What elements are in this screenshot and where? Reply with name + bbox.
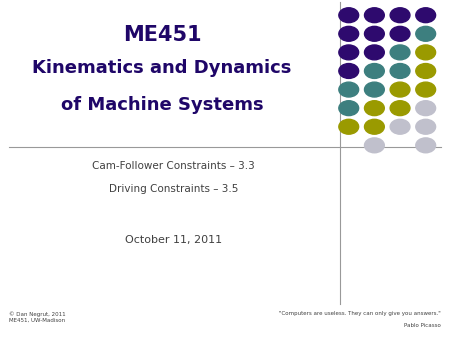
Circle shape bbox=[390, 64, 410, 78]
Circle shape bbox=[339, 119, 359, 134]
Circle shape bbox=[416, 82, 436, 97]
Circle shape bbox=[364, 8, 384, 23]
Circle shape bbox=[339, 8, 359, 23]
Circle shape bbox=[339, 101, 359, 116]
Circle shape bbox=[390, 8, 410, 23]
Circle shape bbox=[339, 82, 359, 97]
Circle shape bbox=[390, 45, 410, 60]
Circle shape bbox=[364, 26, 384, 41]
Circle shape bbox=[416, 45, 436, 60]
Text: Pablo Picasso: Pablo Picasso bbox=[404, 323, 441, 328]
Circle shape bbox=[416, 138, 436, 153]
Text: of Machine Systems: of Machine Systems bbox=[61, 96, 263, 114]
Circle shape bbox=[364, 82, 384, 97]
Text: October 11, 2011: October 11, 2011 bbox=[125, 235, 222, 245]
Text: Cam-Follower Constraints – 3.3: Cam-Follower Constraints – 3.3 bbox=[92, 161, 255, 171]
Circle shape bbox=[339, 26, 359, 41]
Circle shape bbox=[339, 45, 359, 60]
Text: Driving Constraints – 3.5: Driving Constraints – 3.5 bbox=[108, 184, 238, 194]
Circle shape bbox=[390, 101, 410, 116]
Circle shape bbox=[364, 64, 384, 78]
Circle shape bbox=[416, 8, 436, 23]
Circle shape bbox=[364, 45, 384, 60]
Circle shape bbox=[416, 26, 436, 41]
Circle shape bbox=[364, 138, 384, 153]
Text: "Computers are useless. They can only give you answers.": "Computers are useless. They can only gi… bbox=[279, 311, 441, 316]
Circle shape bbox=[390, 119, 410, 134]
Circle shape bbox=[364, 101, 384, 116]
Circle shape bbox=[416, 101, 436, 116]
Circle shape bbox=[390, 82, 410, 97]
Text: ME451: ME451 bbox=[123, 25, 201, 45]
Text: © Dan Negrut, 2011
ME451, UW-Madison: © Dan Negrut, 2011 ME451, UW-Madison bbox=[9, 311, 66, 323]
Circle shape bbox=[390, 26, 410, 41]
Circle shape bbox=[364, 119, 384, 134]
Text: Kinematics and Dynamics: Kinematics and Dynamics bbox=[32, 59, 292, 77]
Circle shape bbox=[416, 64, 436, 78]
Circle shape bbox=[416, 119, 436, 134]
Circle shape bbox=[339, 64, 359, 78]
